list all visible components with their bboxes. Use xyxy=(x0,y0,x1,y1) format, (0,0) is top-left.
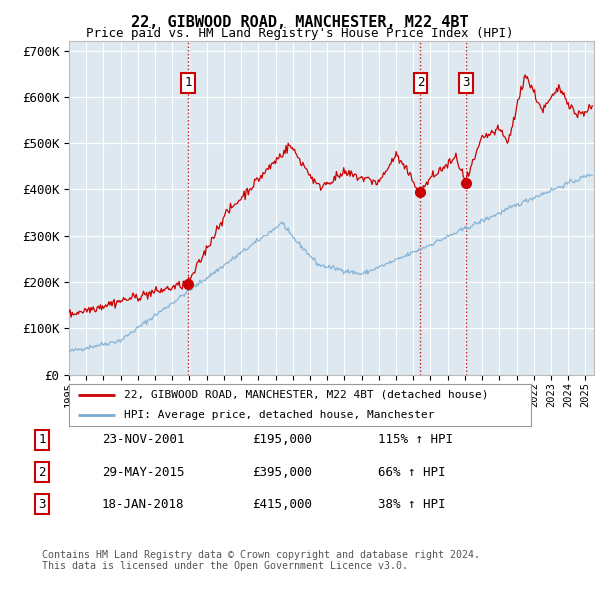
Text: 38% ↑ HPI: 38% ↑ HPI xyxy=(378,498,445,511)
Text: 29-MAY-2015: 29-MAY-2015 xyxy=(102,466,185,478)
Text: 22, GIBWOOD ROAD, MANCHESTER, M22 4BT (detached house): 22, GIBWOOD ROAD, MANCHESTER, M22 4BT (d… xyxy=(124,390,489,400)
Text: Price paid vs. HM Land Registry's House Price Index (HPI): Price paid vs. HM Land Registry's House … xyxy=(86,27,514,40)
Text: 18-JAN-2018: 18-JAN-2018 xyxy=(102,498,185,511)
Text: 3: 3 xyxy=(38,498,46,511)
Text: £195,000: £195,000 xyxy=(252,433,312,446)
Text: 66% ↑ HPI: 66% ↑ HPI xyxy=(378,466,445,478)
Text: 2: 2 xyxy=(417,77,424,90)
Text: 22, GIBWOOD ROAD, MANCHESTER, M22 4BT: 22, GIBWOOD ROAD, MANCHESTER, M22 4BT xyxy=(131,15,469,30)
Text: HPI: Average price, detached house, Manchester: HPI: Average price, detached house, Manc… xyxy=(124,409,435,419)
Text: 1: 1 xyxy=(38,433,46,446)
Text: £415,000: £415,000 xyxy=(252,498,312,511)
Text: Contains HM Land Registry data © Crown copyright and database right 2024.
This d: Contains HM Land Registry data © Crown c… xyxy=(42,550,480,572)
Text: 1: 1 xyxy=(184,77,191,90)
Text: 23-NOV-2001: 23-NOV-2001 xyxy=(102,433,185,446)
Text: 3: 3 xyxy=(462,77,470,90)
Text: 2: 2 xyxy=(38,466,46,478)
Text: 115% ↑ HPI: 115% ↑ HPI xyxy=(378,433,453,446)
Text: £395,000: £395,000 xyxy=(252,466,312,478)
